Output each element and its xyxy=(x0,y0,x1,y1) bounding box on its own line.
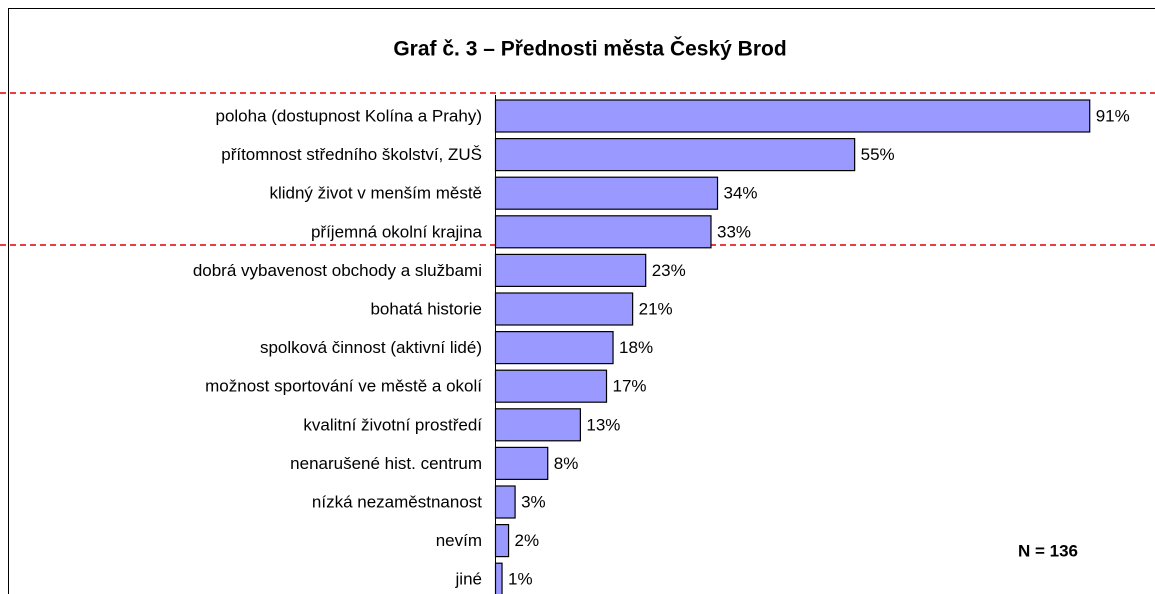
y-tick-label: dobrá vybavenost obchody a službami xyxy=(193,261,482,280)
value-label: 1% xyxy=(508,570,533,589)
y-tick-label: kvalitní životní prostředí xyxy=(303,415,482,434)
y-tick-label: přítomnost středního školství, ZUŠ xyxy=(221,145,482,164)
bar xyxy=(494,446,549,480)
y-tick-label: příjemná okolní krajina xyxy=(311,222,483,241)
bar xyxy=(494,408,581,442)
bar xyxy=(494,215,712,249)
y-tick-label: bohatá historie xyxy=(370,299,482,318)
value-label: 17% xyxy=(613,377,647,396)
value-label: 55% xyxy=(861,145,895,164)
value-label: 23% xyxy=(652,261,686,280)
y-tick-label: možnost sportování ve městě a okolí xyxy=(205,377,482,396)
bar xyxy=(494,369,608,403)
value-label: 34% xyxy=(724,184,758,203)
value-label: 21% xyxy=(639,299,673,318)
bar xyxy=(494,253,647,287)
y-tick-label: jiné xyxy=(455,570,482,589)
bar xyxy=(494,99,1091,133)
bar xyxy=(494,176,719,210)
value-label: 18% xyxy=(619,338,653,357)
y-tick-label: nízká nezaměstnanost xyxy=(312,492,482,511)
y-tick-label: klidný život v menším městě xyxy=(269,184,482,203)
annotation: N = 136 xyxy=(1018,541,1078,560)
value-label: 3% xyxy=(521,492,546,511)
y-tick-label: nenarušené hist. centrum xyxy=(290,454,482,473)
chart-border xyxy=(8,8,1155,594)
y-tick-label: poloha (dostupnost Kolína a Prahy) xyxy=(215,106,482,125)
value-label: 91% xyxy=(1096,106,1130,125)
y-tick-label: spolková činnost (aktivní lidé) xyxy=(260,338,482,357)
y-tick-label: nevím xyxy=(436,531,482,550)
bar xyxy=(494,138,856,172)
bar xyxy=(494,331,614,365)
value-label: 13% xyxy=(586,415,620,434)
value-label: 33% xyxy=(717,222,751,241)
bar xyxy=(494,485,516,519)
value-label: 8% xyxy=(554,454,579,473)
bar xyxy=(494,562,503,594)
chart-title: Graf č. 3 – Přednosti města Český Brod xyxy=(393,37,786,61)
value-label: 2% xyxy=(515,531,540,550)
bar xyxy=(494,523,510,558)
bar xyxy=(494,292,634,326)
